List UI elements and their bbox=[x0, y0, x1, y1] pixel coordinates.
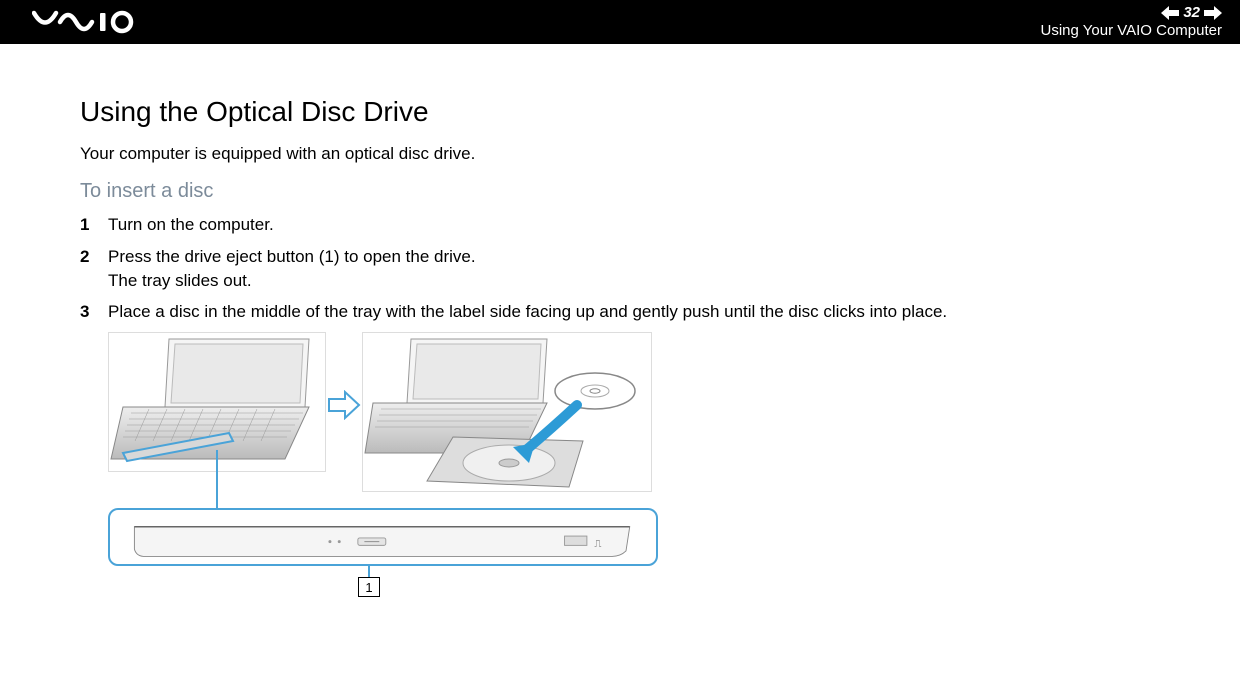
page-number: 32 bbox=[1183, 5, 1200, 22]
step-item: 3 Place a disc in the middle of the tray… bbox=[80, 300, 1160, 324]
page-title: Using the Optical Disc Drive bbox=[80, 96, 1160, 128]
vaio-logo bbox=[32, 10, 158, 34]
prev-page-icon[interactable] bbox=[1161, 6, 1179, 20]
header-bar: 32 Using Your VAIO Computer bbox=[0, 0, 1240, 44]
figure-side-panel: ⎍ bbox=[108, 508, 658, 566]
step-number: 2 bbox=[80, 245, 108, 269]
steps-list: 1 Turn on the computer. 2 Press the driv… bbox=[80, 213, 1160, 324]
callout-line bbox=[216, 450, 218, 508]
step-text: Turn on the computer. bbox=[108, 213, 1160, 237]
figure-area: ⎍ 1 bbox=[108, 332, 668, 602]
next-page-icon[interactable] bbox=[1204, 6, 1222, 20]
header-section-label: Using Your VAIO Computer bbox=[1041, 23, 1222, 40]
callout-label: 1 bbox=[358, 577, 380, 597]
step-number: 3 bbox=[80, 300, 108, 324]
page-nav: 32 bbox=[1161, 5, 1222, 22]
step-number: 1 bbox=[80, 213, 108, 237]
intro-text: Your computer is equipped with an optica… bbox=[80, 144, 1160, 164]
sub-heading: To insert a disc bbox=[80, 180, 1160, 203]
step-item: 1 Turn on the computer. bbox=[80, 213, 1160, 237]
step-item: 2 Press the drive eject button (1) to op… bbox=[80, 245, 1160, 293]
step-text: Place a disc in the middle of the tray w… bbox=[108, 300, 1160, 324]
figure-laptop-open-tray bbox=[362, 332, 652, 492]
svg-text:⎍: ⎍ bbox=[594, 538, 601, 549]
page-content: Using the Optical Disc Drive Your comput… bbox=[0, 44, 1240, 602]
step-text: Press the drive eject button (1) to open… bbox=[108, 245, 1160, 293]
transition-arrow-icon bbox=[327, 390, 361, 420]
header-right: 32 Using Your VAIO Computer bbox=[1041, 5, 1222, 39]
